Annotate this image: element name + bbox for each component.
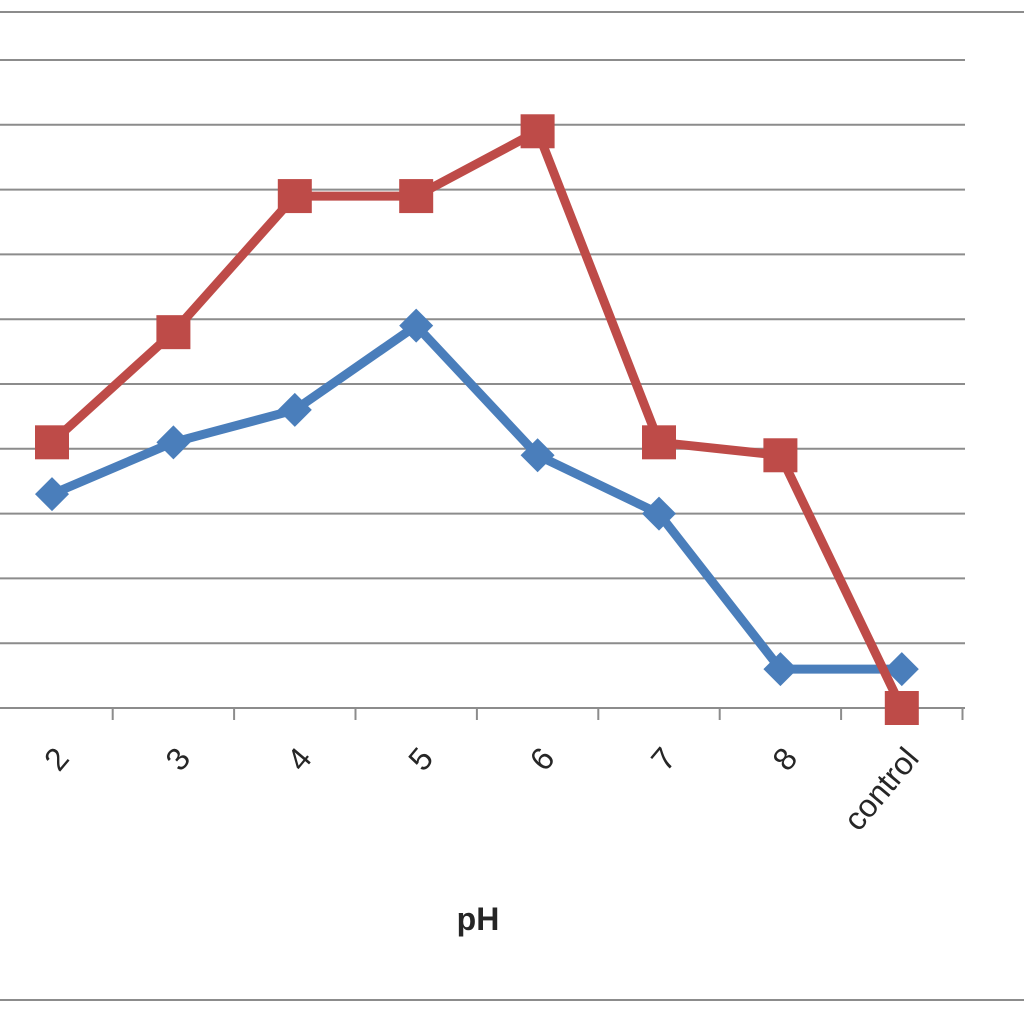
x-tick-label: 5 (401, 741, 440, 778)
data-point-diamond (520, 438, 555, 473)
data-point-diamond (277, 392, 312, 427)
data-point-square (35, 425, 69, 460)
data-point-diamond (642, 496, 676, 531)
data-point-square (156, 315, 191, 350)
series-line (50, 321, 902, 674)
data-point-square (399, 179, 434, 214)
x-axis-title: pH (457, 901, 500, 937)
x-tick-label: 6 (523, 741, 562, 778)
data-point-square (277, 179, 312, 214)
data-point-diamond (156, 425, 191, 460)
data-point-square (884, 691, 919, 725)
x-tick-label: control (836, 741, 925, 838)
data-point-diamond (35, 477, 69, 512)
series-line (48, 126, 906, 710)
series-2 (35, 114, 919, 725)
series-layer (35, 114, 919, 725)
x-tick-label: 3 (158, 741, 197, 778)
x-axis (0, 707, 965, 720)
data-point-diamond (884, 652, 919, 687)
gridlines (0, 59, 965, 645)
data-point-square (642, 425, 676, 460)
data-point-diamond (763, 652, 798, 687)
data-point-square (763, 438, 798, 473)
series-1 (35, 308, 919, 687)
data-point-diamond (399, 308, 434, 343)
x-tick-label: 8 (765, 741, 804, 778)
x-tick-label: 7 (644, 741, 683, 778)
x-tick-label: 2 (37, 741, 76, 778)
data-point-square (520, 114, 555, 149)
x-tick-labels: 2 3 4 5 6 7 8 control (37, 741, 926, 838)
x-tick-label: 4 (280, 741, 319, 778)
